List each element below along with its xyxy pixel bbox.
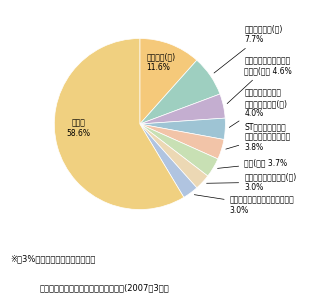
Text: サムスン電子(韓)
7.7%: サムスン電子(韓) 7.7% (214, 25, 283, 73)
Wedge shape (140, 124, 218, 176)
Text: ルネサス・テクノロジー（日）
3.0%: ルネサス・テクノロジー（日） 3.0% (194, 195, 294, 215)
Text: 東芦(日） 3.7%: 東芦(日） 3.7% (217, 159, 287, 168)
Wedge shape (140, 124, 208, 188)
Text: ※　3%以上のシェアを有する企業: ※ 3%以上のシェアを有する企業 (10, 254, 95, 263)
Wedge shape (140, 60, 220, 124)
Wedge shape (54, 38, 184, 209)
Text: その他
58.6%: その他 58.6% (66, 119, 90, 138)
Wedge shape (140, 124, 197, 197)
Wedge shape (140, 118, 225, 139)
Wedge shape (140, 94, 225, 124)
Wedge shape (140, 124, 224, 159)
Text: ハイニックス半導体(韓)
3.0%: ハイニックス半導体(韓) 3.0% (207, 173, 297, 192)
Wedge shape (140, 38, 197, 124)
Text: （出典）ガートナー　データクエスト(2007年3月）: （出典）ガートナー データクエスト(2007年3月） (40, 284, 169, 293)
Text: テキサス・インスツル
メンツ(米） 4.6%: テキサス・インスツル メンツ(米） 4.6% (227, 56, 292, 104)
Text: インフィニオン・
テクノロジーズ(独)
4.0%: インフィニオン・ テクノロジーズ(独) 4.0% (229, 89, 287, 127)
Text: STマイクロエレク
トロニクス（仏／伊）
3.8%: STマイクロエレク トロニクス（仏／伊） 3.8% (226, 122, 290, 152)
Text: インテル(米)
11.6%: インテル(米) 11.6% (147, 53, 176, 72)
